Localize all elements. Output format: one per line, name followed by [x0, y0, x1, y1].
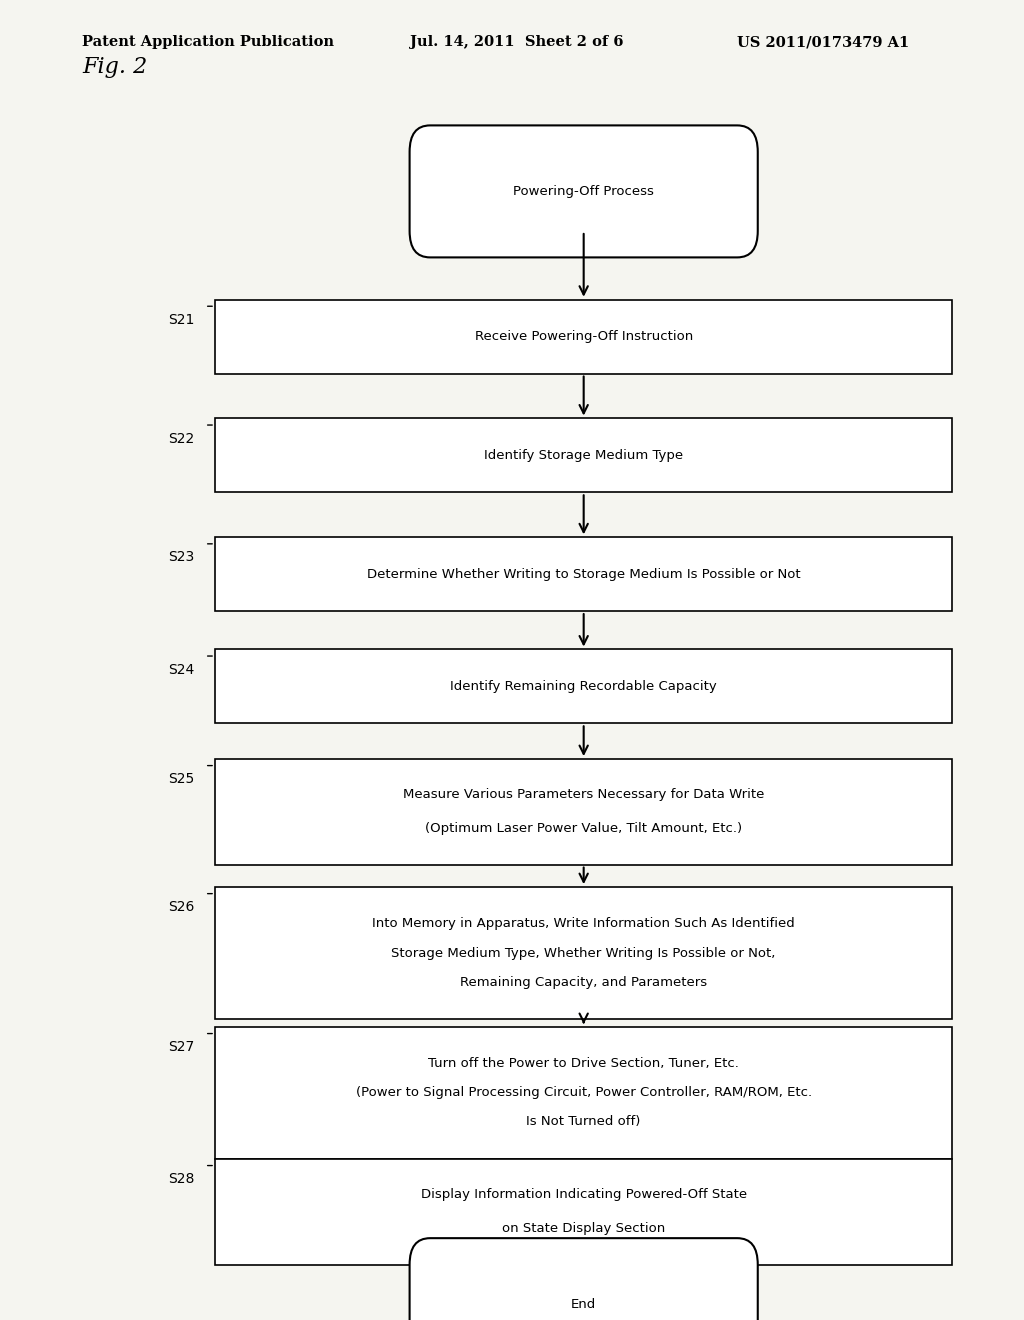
- Text: Patent Application Publication: Patent Application Publication: [82, 36, 334, 49]
- FancyBboxPatch shape: [410, 1238, 758, 1320]
- Text: Display Information Indicating Powered-Off State: Display Information Indicating Powered-O…: [421, 1188, 746, 1201]
- Text: Remaining Capacity, and Parameters: Remaining Capacity, and Parameters: [460, 975, 708, 989]
- Text: S28: S28: [168, 1172, 195, 1187]
- Text: Is Not Turned off): Is Not Turned off): [526, 1115, 641, 1129]
- FancyBboxPatch shape: [215, 1159, 952, 1265]
- Text: Jul. 14, 2011  Sheet 2 of 6: Jul. 14, 2011 Sheet 2 of 6: [410, 36, 623, 49]
- Text: on State Display Section: on State Display Section: [502, 1222, 666, 1236]
- FancyBboxPatch shape: [215, 418, 952, 492]
- Text: Measure Various Parameters Necessary for Data Write: Measure Various Parameters Necessary for…: [403, 788, 764, 801]
- FancyBboxPatch shape: [215, 887, 952, 1019]
- Text: US 2011/0173479 A1: US 2011/0173479 A1: [737, 36, 909, 49]
- Text: S24: S24: [168, 663, 195, 677]
- Text: Fig. 2: Fig. 2: [82, 55, 147, 78]
- FancyBboxPatch shape: [215, 1027, 952, 1159]
- Text: (Power to Signal Processing Circuit, Power Controller, RAM/ROM, Etc.: (Power to Signal Processing Circuit, Pow…: [355, 1086, 812, 1100]
- FancyBboxPatch shape: [215, 759, 952, 865]
- Text: S23: S23: [168, 550, 195, 565]
- FancyBboxPatch shape: [215, 537, 952, 611]
- Text: Storage Medium Type, Whether Writing Is Possible or Not,: Storage Medium Type, Whether Writing Is …: [391, 946, 776, 960]
- Text: S25: S25: [168, 772, 195, 787]
- FancyBboxPatch shape: [410, 125, 758, 257]
- FancyBboxPatch shape: [215, 649, 952, 723]
- Text: Into Memory in Apparatus, Write Information Such As Identified: Into Memory in Apparatus, Write Informat…: [373, 917, 795, 931]
- Text: Turn off the Power to Drive Section, Tuner, Etc.: Turn off the Power to Drive Section, Tun…: [428, 1057, 739, 1071]
- Text: S22: S22: [168, 432, 195, 446]
- Text: Determine Whether Writing to Storage Medium Is Possible or Not: Determine Whether Writing to Storage Med…: [367, 568, 801, 581]
- FancyBboxPatch shape: [215, 300, 952, 374]
- Text: S27: S27: [168, 1040, 195, 1055]
- Text: End: End: [571, 1298, 596, 1311]
- Text: Identify Storage Medium Type: Identify Storage Medium Type: [484, 449, 683, 462]
- Text: (Optimum Laser Power Value, Tilt Amount, Etc.): (Optimum Laser Power Value, Tilt Amount,…: [425, 822, 742, 836]
- Text: Receive Powering-Off Instruction: Receive Powering-Off Instruction: [474, 330, 693, 343]
- Text: S26: S26: [168, 900, 195, 915]
- Text: S21: S21: [168, 313, 195, 327]
- Text: Powering-Off Process: Powering-Off Process: [513, 185, 654, 198]
- Text: Identify Remaining Recordable Capacity: Identify Remaining Recordable Capacity: [451, 680, 717, 693]
